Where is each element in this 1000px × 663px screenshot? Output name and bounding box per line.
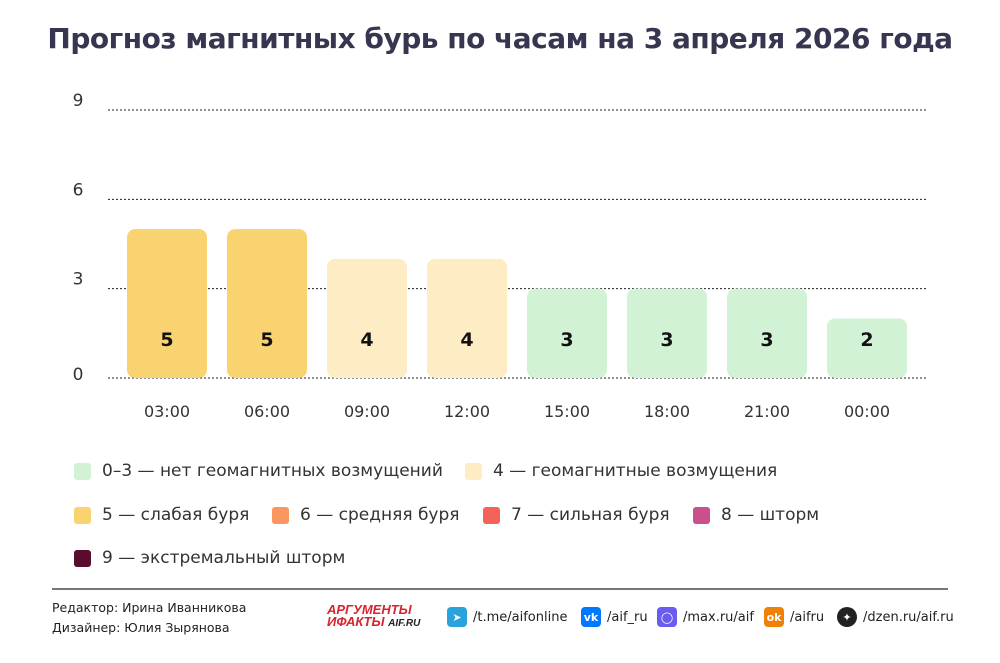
data-label: 3 <box>660 329 673 351</box>
social-label: /aif_ru <box>607 609 648 625</box>
x-tick-label: 09:00 <box>344 402 390 421</box>
max-icon: ◯ <box>657 607 677 627</box>
legend-label: 5 — слабая буря <box>102 505 250 525</box>
legend-item: 7 — сильная буря <box>483 505 670 525</box>
data-label: 5 <box>160 329 173 351</box>
legend-swatch <box>74 549 91 567</box>
bar <box>427 258 507 378</box>
dzen-icon: ✦ <box>837 607 857 627</box>
x-tick-label: 18:00 <box>644 402 690 421</box>
data-label: 4 <box>360 329 373 351</box>
y-tick-label: 9 <box>73 91 84 111</box>
editor-credit: Редактор: Ирина Иванникова <box>52 600 247 615</box>
legend-swatch <box>74 462 91 480</box>
x-tick-label: 21:00 <box>744 402 790 421</box>
x-tick-label: 00:00 <box>844 402 890 421</box>
social-link-max[interactable]: ◯ /max.ru/aif <box>657 607 754 627</box>
footer-divider <box>52 588 948 590</box>
data-label: 5 <box>260 329 273 351</box>
aif-logo[interactable]: АРГУМЕНТЫ ИФАКТЫ AIF.RU <box>327 602 421 630</box>
legend-item: 8 — шторм <box>693 505 819 525</box>
legend-item: 4 — геомагнитные возмущения <box>465 461 777 481</box>
bar <box>627 288 707 378</box>
legend-swatch <box>483 506 500 524</box>
social-link-dzen[interactable]: ✦ /dzen.ru/aif.ru <box>837 607 954 627</box>
logo-text: АРГУМЕНТЫ <box>327 602 412 617</box>
legend-label: 9 — экстремальный шторм <box>102 548 346 568</box>
data-label: 2 <box>860 329 873 351</box>
bar <box>127 229 207 378</box>
x-tick-label: 12:00 <box>444 402 490 421</box>
legend-label: 0–3 — нет геомагнитных возмущений <box>102 461 443 481</box>
bar <box>827 318 907 378</box>
social-link-ok[interactable]: ok/aifru <box>764 607 824 627</box>
odnoklassniki-icon: ok <box>764 607 784 627</box>
bar <box>327 258 407 378</box>
x-tick-label: 06:00 <box>244 402 290 421</box>
legend-label: 8 — шторм <box>721 505 820 525</box>
legend-item: 9 — экстремальный шторм <box>74 548 345 568</box>
social-label: /aifru <box>790 609 825 625</box>
logo-text: AIF.RU <box>388 618 421 629</box>
legend-item: 5 — слабая буря <box>74 505 249 525</box>
social-link-telegram[interactable]: ➤ /t.me/aifonline <box>447 607 567 627</box>
bar <box>227 229 307 378</box>
logo-text: ИФАКТЫ <box>327 614 385 629</box>
bar <box>527 288 607 378</box>
bar <box>727 288 807 378</box>
social-label: /dzen.ru/aif.ru <box>863 609 954 625</box>
y-tick-label: 0 <box>73 365 84 385</box>
social-link-vk[interactable]: vk/aif_ru <box>581 607 648 627</box>
vk-icon: vk <box>581 607 601 627</box>
legend-swatch <box>272 506 289 524</box>
telegram-icon: ➤ <box>447 607 467 627</box>
social-label: /max.ru/aif <box>683 609 754 625</box>
y-tick-label: 6 <box>73 180 84 200</box>
data-label: 3 <box>560 329 573 351</box>
x-tick-label: 03:00 <box>144 402 190 421</box>
legend-label: 6 — средняя буря <box>300 505 460 525</box>
legend-swatch <box>74 506 91 524</box>
social-label: /t.me/aifonline <box>473 609 568 625</box>
legend-label: 4 — геомагнитные возмущения <box>493 461 778 481</box>
y-tick-label: 3 <box>73 270 84 290</box>
legend-label: 7 — сильная буря <box>511 505 670 525</box>
designer-credit: Дизайнер: Юлия Зырянова <box>52 620 230 635</box>
legend-item: 6 — средняя буря <box>272 505 460 525</box>
legend-swatch <box>693 506 710 524</box>
x-tick-label: 15:00 <box>544 402 590 421</box>
legend-item: 0–3 — нет геомагнитных возмущений <box>74 461 443 481</box>
legend-swatch <box>465 462 482 480</box>
bar-chart: 0 3 6 9 5 03:00 5 06:00 4 09:00 4 12:00 3 15:00 3 18:00… <box>73 91 928 421</box>
data-label: 4 <box>460 329 473 351</box>
chart-title: Прогноз магнитных бурь по часам на 3 апр… <box>47 22 953 55</box>
data-label: 3 <box>760 329 773 351</box>
